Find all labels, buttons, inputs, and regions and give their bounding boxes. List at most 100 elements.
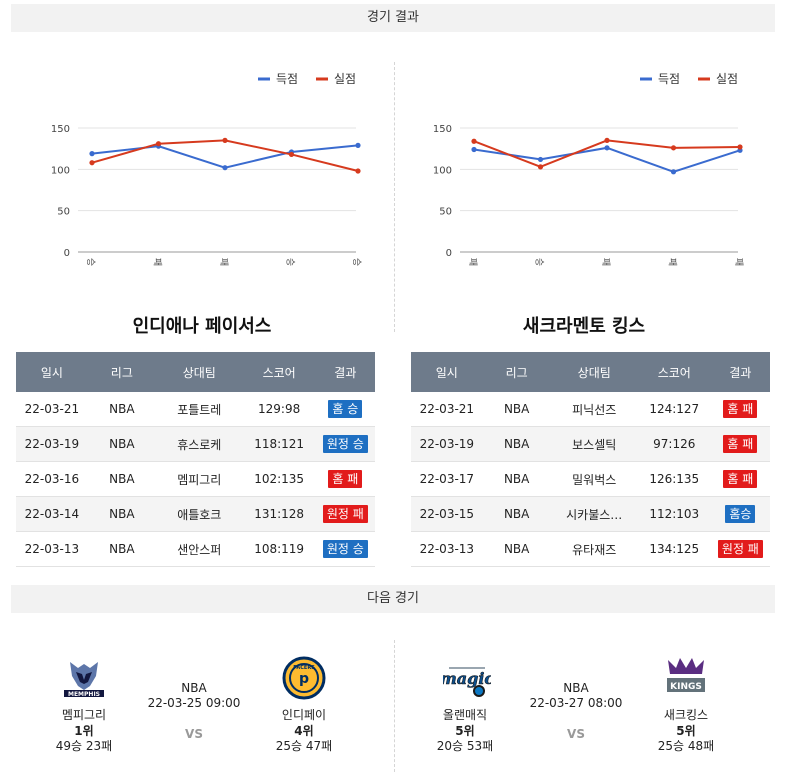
svg-text:p: p	[299, 671, 309, 687]
next-game-1-vs: VS	[185, 727, 203, 741]
x-tick-label: 승	[85, 258, 96, 266]
col-result: 결과	[315, 352, 375, 392]
x-tick-label: 패	[733, 258, 744, 266]
y-tick-label: 50	[57, 207, 70, 218]
cell-opponent[interactable]: 유타재즈	[550, 531, 638, 567]
cell-result: 원정 승	[315, 531, 375, 567]
table-row: 22-03-19 NBA 휴스로케 118:121 원정 승	[16, 426, 375, 462]
data-point	[537, 164, 544, 170]
data-point	[471, 146, 477, 153]
cell-date: 22-03-16	[16, 461, 88, 497]
cell-result: 홈 패	[710, 426, 770, 462]
table-row: 22-03-19 NBA 보스셀틱 97:126 홈 패	[411, 426, 770, 462]
cell-league: NBA	[87, 392, 156, 427]
cell-league: NBA	[482, 496, 551, 532]
next-game-2-away-team[interactable]: KINGS 새크킹스 5위 25승 48패	[636, 656, 736, 753]
result-badge: 원정 승	[322, 540, 368, 558]
cell-score: 134:125	[637, 531, 711, 567]
legend-label: 득점	[658, 72, 680, 86]
y-tick-label: 50	[439, 207, 452, 218]
cell-score: 129:98	[242, 392, 316, 427]
cell-date: 22-03-19	[16, 426, 88, 462]
data-point	[737, 144, 743, 150]
game-datetime: 22-03-25 09:00	[147, 696, 241, 710]
cell-score: 112:103	[637, 496, 711, 532]
cell-date: 22-03-19	[411, 426, 483, 462]
cell-result: 홈 승	[315, 392, 375, 427]
next-game-2-info: NBA 22-03-27 08:00	[516, 681, 636, 710]
data-point	[670, 169, 677, 175]
cell-score: 124:127	[637, 392, 711, 427]
table-row: 22-03-21 NBA 포틀트레 129:98 홈 승	[16, 392, 375, 427]
cell-result: 원정 패	[710, 531, 770, 567]
results-section-title: 경기 결과	[367, 10, 419, 25]
data-point	[89, 160, 95, 166]
legend-label: 득점	[276, 72, 298, 86]
data-point	[222, 137, 228, 143]
cell-result: 홈 패	[710, 392, 770, 427]
results-section-header: 경기 결과	[11, 4, 775, 32]
cell-date: 22-03-21	[16, 392, 88, 427]
cell-date: 22-03-17	[411, 461, 483, 497]
team-name: 인디페이	[281, 708, 327, 722]
col-date: 일시	[411, 352, 483, 392]
cell-opponent[interactable]: 피닉선즈	[550, 392, 638, 427]
result-badge: 홈 승	[328, 400, 363, 418]
orlando-magic-logo-icon: magic	[440, 656, 495, 700]
team-rank: 5위	[676, 724, 696, 738]
result-badge: 원정 패	[322, 505, 368, 523]
team-rank: 4위	[294, 724, 314, 738]
legend-label: 실점	[334, 72, 356, 86]
cell-opponent[interactable]: 멤피그리	[155, 461, 243, 497]
team-name: 새크킹스	[663, 708, 709, 722]
sacramento-kings-logo-icon: KINGS	[664, 656, 708, 700]
right-team-line-chart: 득점 실점 0 50 100 150 패 승 패 패 패	[433, 72, 744, 266]
cell-date: 22-03-13	[16, 531, 88, 567]
cell-score: 97:126	[637, 426, 711, 462]
memphis-grizzlies-logo-icon: MEMPHIS	[62, 656, 106, 700]
x-tick-label: 패	[152, 258, 163, 266]
data-point	[355, 168, 361, 174]
table-row: 22-03-16 NBA 멤피그리 102:135 홈 패	[16, 461, 375, 497]
col-opponent: 상대팀	[155, 352, 243, 392]
result-badge: 홈 패	[723, 400, 758, 418]
left-team-line-chart: 득점 실점 0 50 100 150 승 패 패 승 승	[51, 72, 362, 266]
cell-league: NBA	[482, 392, 551, 427]
cell-league: NBA	[482, 461, 551, 497]
result-badge: 홈 패	[328, 470, 363, 488]
table-header-row: 일시 리그 상대팀 스코어 결과	[16, 352, 375, 392]
next-game-2-vs: VS	[567, 727, 585, 741]
cell-opponent[interactable]: 보스셀틱	[550, 426, 638, 462]
game-datetime: 22-03-27 08:00	[529, 696, 623, 710]
team-name: 멤피그리	[61, 708, 107, 722]
result-badge: 홈 패	[723, 470, 758, 488]
table-row: 22-03-13 NBA 유타재즈 134:125 원정 패	[411, 531, 770, 567]
svg-text:MEMPHIS: MEMPHIS	[68, 691, 100, 698]
cell-opponent[interactable]: 휴스로케	[155, 426, 243, 462]
x-tick-label: 승	[285, 258, 296, 266]
left-team-chart: 득점 실점 0 50 100 150 승 패 패 승 승	[30, 60, 370, 280]
cell-opponent[interactable]: 애틀호크	[155, 496, 243, 532]
game-league: NBA	[563, 681, 589, 695]
table-row: 22-03-13 NBA 샌안스퍼 108:119 원정 승	[16, 531, 375, 567]
cell-opponent[interactable]: 시카불스…	[550, 496, 638, 532]
x-tick-label: 승	[534, 258, 545, 266]
cell-result: 홈 패	[710, 461, 770, 497]
data-point	[471, 138, 477, 144]
cell-opponent[interactable]: 샌안스퍼	[155, 531, 243, 567]
col-date: 일시	[16, 352, 88, 392]
data-point	[537, 156, 544, 163]
y-tick-label: 0	[446, 248, 452, 259]
cell-score: 108:119	[242, 531, 316, 567]
result-badge: 원정 패	[717, 540, 763, 558]
next-game-1-away-team[interactable]: p PACERS 인디페이 4위 25승 47패	[254, 656, 354, 753]
x-tick-label: 패	[467, 258, 478, 266]
next-game-1-home-team[interactable]: MEMPHIS 멤피그리 1위 49승 23패	[34, 656, 134, 753]
cell-opponent[interactable]: 포틀트레	[155, 392, 243, 427]
col-league: 리그	[482, 352, 551, 392]
right-team-title: 새크라멘토 킹스	[522, 316, 646, 337]
next-game-2-home-team[interactable]: magic 올랜매직 5위 20승 53패	[415, 656, 515, 753]
data-point	[604, 137, 610, 143]
cell-league: NBA	[87, 461, 156, 497]
cell-opponent[interactable]: 밀워벅스	[550, 461, 638, 497]
